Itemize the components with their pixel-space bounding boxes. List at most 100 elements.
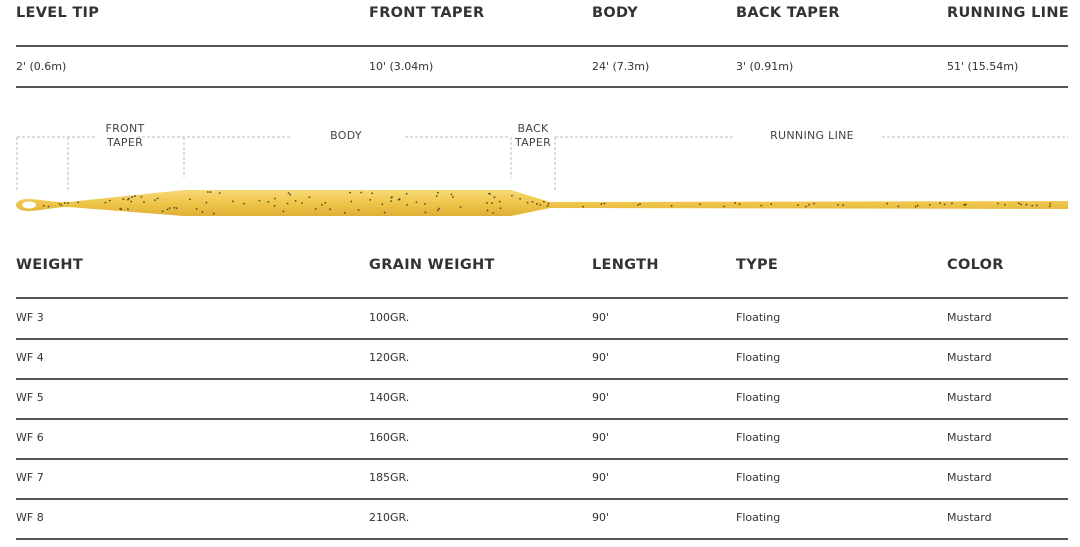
speckle — [1025, 203, 1028, 206]
speckle — [424, 211, 427, 214]
header-color: COLOR — [947, 257, 1004, 273]
speckle — [837, 203, 839, 206]
speckle — [308, 196, 311, 199]
speckle — [842, 204, 844, 207]
speckle — [492, 212, 495, 214]
cell-color: Mustard — [947, 471, 992, 484]
speckle — [539, 204, 542, 206]
speckle — [397, 198, 400, 201]
speckle — [156, 197, 159, 200]
cell-weight: WF 6 — [16, 431, 44, 444]
speckle — [734, 202, 737, 204]
cell-length: 90' — [592, 311, 610, 324]
cell-type: Floating — [736, 431, 781, 444]
speckle — [897, 205, 900, 208]
speckle — [127, 208, 129, 211]
cell-grain-weight: 160GR. — [369, 431, 410, 444]
speckle — [1048, 205, 1051, 208]
speckle — [127, 197, 130, 200]
speckle — [349, 191, 352, 194]
speckle — [218, 192, 221, 195]
speckle — [243, 202, 246, 205]
speckle — [450, 193, 453, 196]
speckle — [486, 209, 489, 212]
cell-color: Mustard — [947, 311, 992, 324]
speckle — [329, 208, 332, 211]
divider — [16, 538, 1068, 540]
speckle — [405, 192, 408, 195]
speckle — [1004, 203, 1006, 206]
speckle — [1036, 204, 1038, 207]
speckle — [797, 204, 799, 207]
speckle — [324, 201, 327, 204]
speckle — [282, 210, 285, 213]
speckle — [582, 205, 585, 208]
speckle — [154, 199, 156, 202]
speckle — [1031, 204, 1034, 207]
header-weight: WEIGHT — [16, 257, 84, 273]
speckle — [415, 201, 418, 204]
speckle — [350, 200, 353, 203]
speckle — [131, 196, 133, 198]
fly-line — [16, 190, 1068, 216]
speckle — [1019, 203, 1022, 206]
speckle — [301, 202, 303, 204]
divider — [16, 45, 1068, 47]
speckle — [289, 193, 292, 196]
speckle — [1017, 202, 1020, 205]
fly-line-diagram — [16, 136, 1068, 216]
speckle — [813, 202, 815, 205]
speckle — [209, 191, 212, 193]
speckle — [519, 197, 522, 200]
cell-grain-weight: 210GR. — [369, 511, 410, 524]
speckle — [723, 205, 725, 208]
cell-weight: WF 4 — [16, 351, 44, 364]
speckle — [603, 202, 606, 205]
speckle — [360, 191, 363, 194]
speckle — [738, 203, 741, 205]
cell-length: 90' — [592, 351, 610, 364]
speckle — [67, 202, 69, 205]
divider — [16, 378, 1068, 380]
speckle — [531, 200, 534, 203]
speckle — [547, 202, 550, 205]
speckle — [928, 203, 931, 206]
cell-length: 90' — [592, 511, 610, 524]
header-front-taper: FRONT TAPER — [369, 5, 485, 21]
header-length: LENGTH — [592, 257, 659, 273]
speckle — [423, 202, 426, 205]
speckle — [212, 212, 215, 215]
cell-length: 90' — [592, 471, 610, 484]
speckle — [526, 201, 529, 204]
header-running-line: RUNNING LINE — [947, 5, 1069, 21]
divider — [16, 418, 1068, 420]
speckle — [805, 205, 807, 208]
speckle — [459, 206, 462, 208]
speckle — [294, 199, 297, 202]
speckle — [997, 202, 999, 205]
speckle — [343, 211, 346, 214]
speckle — [383, 211, 386, 214]
speckle — [274, 197, 276, 200]
cell-length: 90' — [592, 431, 610, 444]
speckle — [189, 198, 191, 201]
value-body: 24' (7.3m) — [592, 60, 650, 73]
dimension-lines — [16, 136, 1068, 190]
header-back-taper: BACK TAPER — [736, 5, 840, 21]
speckle — [58, 202, 61, 205]
speckle — [232, 200, 234, 203]
cell-grain-weight: 100GR. — [369, 311, 410, 324]
speckle — [916, 204, 919, 207]
speckle — [452, 196, 454, 198]
cell-type: Floating — [736, 391, 781, 404]
speckle — [546, 205, 549, 207]
speckle — [60, 204, 63, 207]
speckle — [886, 202, 889, 205]
value-back-taper: 3' (0.91m) — [736, 60, 794, 73]
header-grain-weight: GRAIN WEIGHT — [369, 257, 495, 273]
cell-grain-weight: 120GR. — [369, 351, 410, 364]
speckle — [205, 201, 208, 204]
speckle — [175, 207, 178, 210]
cell-grain-weight: 185GR. — [369, 471, 410, 484]
cell-weight: WF 8 — [16, 511, 44, 524]
